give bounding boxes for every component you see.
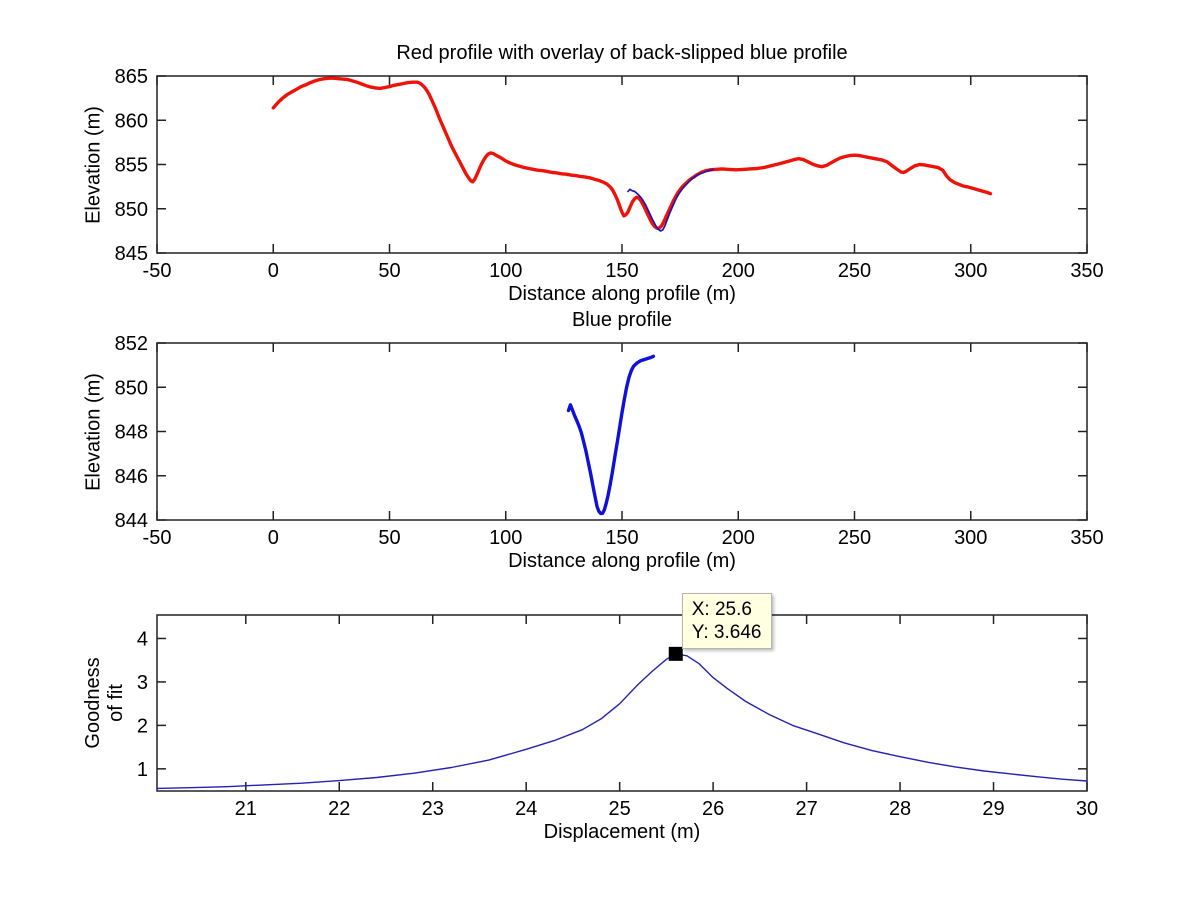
plot1-title: Red profile with overlay of back-slipped… [396,42,848,64]
y-tick-label: 844 [115,510,148,532]
blue-profile-line [566,354,656,516]
x-tick-label: 250 [838,527,871,549]
x-tick-label: 21 [235,798,257,820]
x-tick-label: 150 [605,260,638,282]
back-slipped-blue-overlay-line [627,168,714,232]
x-tick-label: 29 [982,798,1004,820]
plot-2: -50 0 50 100 150 200 250 300 350 844 846 848 850 852 [115,333,1104,549]
x-tick-label: 300 [954,260,987,282]
plot2-title: Blue profile [571,309,673,331]
x-tick-label: 100 [489,260,522,282]
x-tick-label: 22 [328,798,350,820]
y-tick-label: 3 [137,672,148,694]
peak-marker[interactable] [668,646,683,661]
x-tick-label: 30 [1076,798,1098,820]
x-tick-label: 350 [1070,260,1103,282]
y-tick-label: 850 [115,199,148,221]
x-tick-label: 200 [722,260,755,282]
goodness-of-fit-line [156,653,1088,790]
x-tick-label: 100 [489,527,522,549]
x-tick-label: 0 [268,260,279,282]
plot2-ylabel: Elevation (m) [82,372,105,491]
x-tick-label: 23 [422,798,444,820]
y-tick-label: 4 [137,628,148,650]
datatip-x-value: X: 25.6 [691,598,752,620]
y-tick-label: 845 [115,243,148,265]
y-tick-label: 848 [115,422,148,444]
x-tick-label: 250 [838,260,871,282]
plot2-xlabel: Distance along profile (m) [508,550,736,572]
x-tick-label: 300 [954,527,987,549]
x-tick-label: 350 [1070,527,1103,549]
plot1-ylabel: Elevation (m) [82,105,105,224]
x-tick-label: -50 [143,260,172,282]
plot3-ylabel: Goodness of fit [82,657,127,749]
x-tick-label: 0 [268,527,279,549]
x-tick-label: 200 [722,527,755,549]
y-tick-label: 852 [115,333,148,355]
x-tick-label: 26 [702,798,724,820]
y-tick-label: 850 [115,377,148,399]
x-tick-label: 50 [378,260,400,282]
y-tick-label: 1 [137,759,148,781]
y-tick-label: 860 [115,110,148,132]
x-tick-label: 27 [795,798,817,820]
y-tick-label: 855 [115,155,148,177]
x-tick-label: 150 [605,527,638,549]
y-tick-label: 865 [115,66,148,88]
plot1-xlabel: Distance along profile (m) [508,283,736,305]
x-tick-label: 25 [609,798,631,820]
red-profile-line [271,76,993,230]
x-tick-label: 28 [889,798,911,820]
plot-1: -50 0 50 100 150 200 250 300 350 845 850 855 860 865 [115,66,1104,282]
datatip-y-value: Y: 3.646 [691,621,762,643]
datatip[interactable]: X: 25.6 Y: 3.646 [681,592,773,649]
y-tick-label: 2 [137,715,148,737]
y-tick-label: 846 [115,466,148,488]
x-tick-label: 50 [378,527,400,549]
x-tick-label: -50 [143,527,172,549]
x-tick-label: 24 [515,798,537,820]
plot3-xlabel: Displacement (m) [543,821,701,843]
